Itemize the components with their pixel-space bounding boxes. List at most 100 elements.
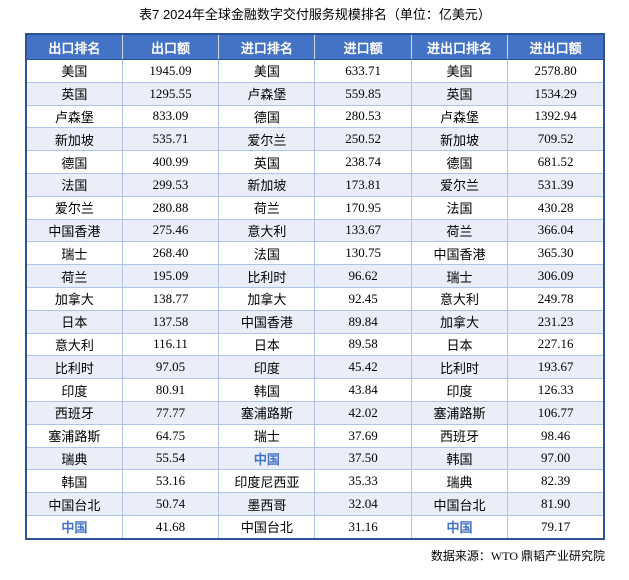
table-cell: 瑞士 (218, 423, 316, 448)
table-cell: 英国 (218, 150, 316, 174)
column-header: 进口额 (314, 34, 412, 60)
table-row: 中国香港 275.46 意大利 133.67 荷兰 366.04 (25, 218, 605, 243)
table-cell: 意大利 (410, 286, 509, 311)
table-cell: 80.91 (121, 378, 220, 402)
table-cell: 138.77 (121, 286, 220, 311)
table-cell: 130.75 (314, 241, 412, 266)
table-cell: 280.53 (314, 104, 412, 129)
table-cell: 1392.94 (507, 104, 605, 129)
table-cell: 709.52 (507, 127, 605, 152)
table-cell: 97.00 (507, 446, 605, 471)
table-cell: 墨西哥 (218, 492, 316, 516)
table-cell: 瑞士 (25, 241, 123, 266)
table-row: 中国 41.68 中国台北 31.16 中国 79.17 (25, 514, 605, 540)
table-cell: 96.62 (314, 264, 412, 288)
table-cell: 106.77 (507, 400, 605, 425)
table-cell: 366.04 (507, 218, 605, 243)
table-cell: 卢森堡 (218, 81, 316, 106)
table-cell: 德国 (410, 150, 509, 174)
table-row: 新加坡 535.71 爱尔兰 250.52 新加坡 709.52 (25, 127, 605, 152)
column-header: 出口排名 (26, 34, 123, 60)
table-cell: 1945.09 (121, 59, 220, 83)
table-cell: 32.04 (314, 492, 412, 516)
table-cell: 97.05 (121, 355, 220, 380)
table-cell: 西班牙 (25, 400, 123, 425)
table-cell: 新加坡 (410, 127, 509, 152)
page: 表7 2024年全球金融数字交付服务规模排名（单位：亿美元） 出口排名 出口额 进口… (25, 7, 605, 563)
table-cell: 中国 (218, 446, 316, 471)
table-cell: 92.45 (314, 286, 412, 311)
table-cell: 加拿大 (25, 286, 123, 311)
table-cell: 印度尼西亚 (218, 469, 316, 494)
table-cell: 中国台北 (218, 514, 316, 540)
table-cell: 81.90 (507, 492, 605, 516)
table-cell: 爱尔兰 (25, 195, 123, 220)
table-cell: 681.52 (507, 150, 605, 174)
table-cell: 瑞士 (410, 264, 509, 288)
table-row: 英国 1295.55 卢森堡 559.85 英国 1534.29 (25, 81, 605, 106)
table-cell: 98.46 (507, 423, 605, 448)
table-cell: 116.11 (121, 332, 220, 357)
table-cell: 西班牙 (410, 423, 509, 448)
table-cell: 英国 (25, 81, 123, 106)
table-cell: 170.95 (314, 195, 412, 220)
table-cell: 塞浦路斯 (25, 423, 123, 448)
column-header: 进出口额 (507, 34, 604, 60)
table-cell: 193.67 (507, 355, 605, 380)
table-cell: 德国 (25, 150, 123, 174)
table-cell: 43.84 (314, 378, 412, 402)
table-cell: 瑞典 (25, 446, 123, 471)
table-cell: 37.50 (314, 446, 412, 471)
table-cell: 1534.29 (507, 81, 605, 106)
table-cell: 塞浦路斯 (410, 400, 509, 425)
table-row: 塞浦路斯 64.75 瑞士 37.69 西班牙 98.46 (25, 423, 605, 448)
table-cell: 比利时 (25, 355, 123, 380)
table-cell: 400.99 (121, 150, 220, 174)
table-title: 表7 2024年全球金融数字交付服务规模排名（单位：亿美元） (139, 7, 491, 22)
table-cell: 新加坡 (25, 127, 123, 152)
table-cell: 日本 (410, 332, 509, 357)
table-cell: 法国 (25, 172, 123, 197)
table-cell: 爱尔兰 (218, 127, 316, 152)
table-row: 瑞士 268.40 法国 130.75 中国香港 365.30 (25, 241, 605, 266)
table-cell: 231.23 (507, 309, 605, 334)
table-cell: 美国 (410, 59, 509, 83)
table-cell: 瑞典 (410, 469, 509, 494)
table-cell: 227.16 (507, 332, 605, 357)
table-cell: 535.71 (121, 127, 220, 152)
table-cell: 荷兰 (25, 264, 123, 288)
table-cell: 卢森堡 (25, 104, 123, 129)
table-cell: 加拿大 (410, 309, 509, 334)
table-cell: 中国香港 (218, 309, 316, 334)
table-cell: 韩国 (218, 378, 316, 402)
table-cell: 41.68 (121, 514, 220, 540)
table-cell: 加拿大 (218, 286, 316, 311)
table-cell: 531.39 (507, 172, 605, 197)
table-row: 意大利 116.11 日本 89.58 日本 227.16 (25, 332, 605, 357)
table-cell: 133.67 (314, 218, 412, 243)
table-cell: 中国香港 (410, 241, 509, 266)
table-cell: 印度 (25, 378, 123, 402)
table-cell: 45.42 (314, 355, 412, 380)
table-cell: 249.78 (507, 286, 605, 311)
table-cell: 55.54 (121, 446, 220, 471)
table-cell: 430.28 (507, 195, 605, 220)
table-cell: 126.33 (507, 378, 605, 402)
table-cell: 64.75 (121, 423, 220, 448)
table-row: 韩国 53.16 印度尼西亚 35.33 瑞典 82.39 (25, 469, 605, 494)
table-cell: 比利时 (218, 264, 316, 288)
table-cell: 荷兰 (218, 195, 316, 220)
table-cell: 韩国 (25, 469, 123, 494)
table-row: 印度 80.91 韩国 43.84 印度 126.33 (25, 378, 605, 402)
table-cell: 中国台北 (410, 492, 509, 516)
table-cell: 275.46 (121, 218, 220, 243)
table-cell: 卢森堡 (410, 104, 509, 129)
table-cell: 250.52 (314, 127, 412, 152)
table-cell: 德国 (218, 104, 316, 129)
table-cell: 31.16 (314, 514, 412, 540)
table-cell: 比利时 (410, 355, 509, 380)
table-body: 美国 1945.09 美国 633.71 美国 2578.80 英国 1295.55 卢森堡 55… (25, 59, 605, 540)
table-cell: 559.85 (314, 81, 412, 106)
column-header: 进出口排名 (410, 34, 508, 60)
table-cell: 印度 (218, 355, 316, 380)
